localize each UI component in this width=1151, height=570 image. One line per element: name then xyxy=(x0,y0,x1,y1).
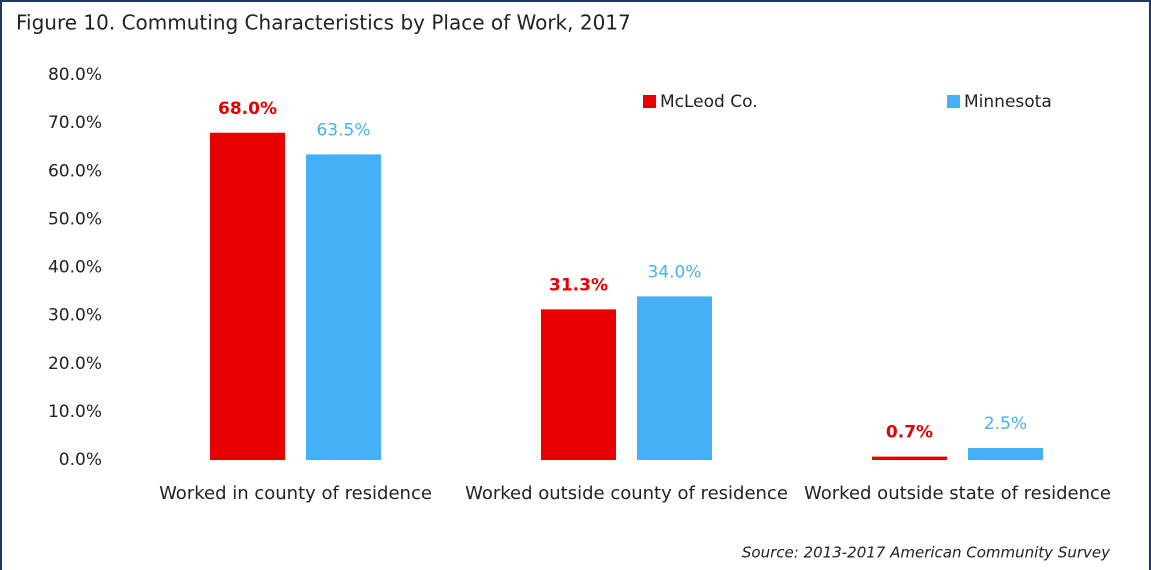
legend-label: Minnesota xyxy=(964,92,1052,112)
data-label: 68.0% xyxy=(218,99,277,119)
y-tick-label: 40.0% xyxy=(48,258,102,278)
x-tick-label: Worked outside county of residence xyxy=(465,483,788,504)
y-tick-label: 10.0% xyxy=(48,402,102,422)
bar xyxy=(872,456,947,460)
legend-swatch xyxy=(947,95,960,108)
bar xyxy=(306,154,381,460)
y-tick-label: 60.0% xyxy=(48,161,102,181)
y-tick-label: 30.0% xyxy=(48,306,102,326)
bar xyxy=(637,296,712,460)
data-label: 31.3% xyxy=(549,275,608,295)
y-tick-label: 20.0% xyxy=(48,354,102,374)
bar xyxy=(968,447,1043,460)
y-tick-label: 50.0% xyxy=(48,209,102,229)
y-tick-label: 0.0% xyxy=(59,450,102,470)
data-label: 0.7% xyxy=(886,423,933,443)
legend-label: McLeod Co. xyxy=(660,92,758,112)
bar xyxy=(210,132,285,460)
y-tick-label: 80.0% xyxy=(48,65,102,85)
data-label: 34.0% xyxy=(647,262,701,282)
data-label: 2.5% xyxy=(984,414,1027,434)
source-note: Source: 2013-2017 American Community Sur… xyxy=(742,544,1111,562)
data-label: 63.5% xyxy=(316,120,370,140)
x-tick-label: Worked outside state of residence xyxy=(804,483,1111,504)
chart-title: Figure 10. Commuting Characteristics by … xyxy=(16,11,631,35)
legend-swatch xyxy=(643,95,656,108)
x-tick-label: Worked in county of residence xyxy=(159,483,432,504)
y-tick-label: 70.0% xyxy=(48,113,102,133)
bar xyxy=(541,309,616,460)
